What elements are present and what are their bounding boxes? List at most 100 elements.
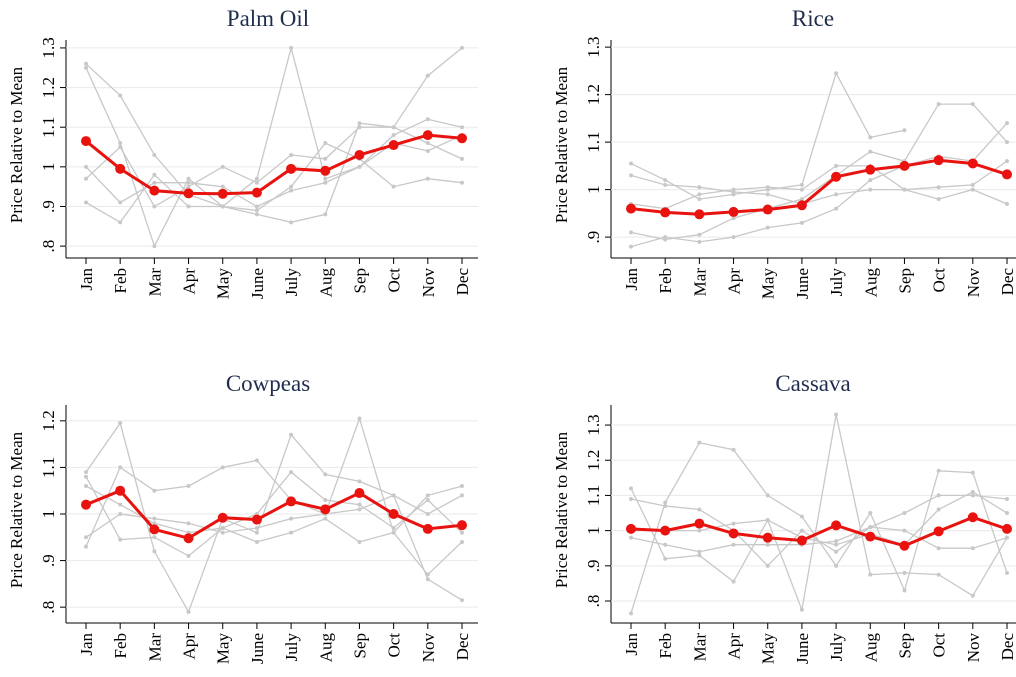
series-marker xyxy=(320,504,331,515)
series-marker xyxy=(799,182,804,187)
series-marker xyxy=(1005,570,1009,575)
series-line xyxy=(630,414,1008,613)
series-marker xyxy=(323,141,328,146)
series-marker xyxy=(84,176,88,181)
series-marker xyxy=(152,244,157,249)
series-marker xyxy=(660,207,671,218)
series-marker xyxy=(936,197,941,202)
series-marker xyxy=(460,598,464,603)
series-marker xyxy=(796,200,807,211)
series-marker xyxy=(868,149,873,154)
x-tick-label: Jan xyxy=(77,268,96,291)
series-marker xyxy=(289,188,294,193)
x-tick-label: Feb xyxy=(111,633,130,659)
series-marker xyxy=(289,432,294,437)
series-marker xyxy=(289,45,294,50)
series-marker xyxy=(731,521,736,526)
series-line xyxy=(630,526,1008,553)
series-marker xyxy=(731,447,736,452)
series-marker xyxy=(799,220,804,225)
series-marker xyxy=(799,197,804,202)
series-line xyxy=(630,165,1008,210)
x-tick-label: June xyxy=(793,268,812,299)
series-marker xyxy=(899,540,910,551)
series-marker xyxy=(899,160,910,171)
series-marker xyxy=(118,421,123,426)
series-marker xyxy=(834,412,839,417)
series-marker xyxy=(186,176,191,181)
series-marker xyxy=(796,535,807,546)
series-marker xyxy=(289,516,294,521)
series-marker xyxy=(1005,140,1009,145)
x-tick-label: Jan xyxy=(77,633,96,656)
series-marker xyxy=(425,176,430,181)
x-tick-label: June xyxy=(793,633,812,664)
x-tick-label: July xyxy=(827,633,846,662)
series-marker xyxy=(186,521,191,526)
series-marker xyxy=(868,135,873,140)
series-line xyxy=(85,47,463,223)
series-marker xyxy=(762,532,773,543)
series-marker xyxy=(629,161,633,166)
series-marker xyxy=(289,184,294,189)
y-axis-label: Price Relative to Mean xyxy=(7,66,26,223)
series-marker xyxy=(118,200,123,205)
series-marker xyxy=(936,507,941,512)
series-marker xyxy=(460,484,464,489)
y-axis-label: Price Relative to Mean xyxy=(552,431,571,588)
series-marker xyxy=(629,486,633,491)
series-marker xyxy=(286,163,297,174)
series-marker xyxy=(81,499,91,510)
series-marker xyxy=(799,528,804,533)
series-marker xyxy=(425,512,430,516)
series-marker xyxy=(694,518,705,529)
series-marker xyxy=(254,458,259,463)
y-tick-label: 1.3 xyxy=(584,36,603,57)
series-marker xyxy=(186,609,191,614)
series-marker xyxy=(868,525,873,530)
series-marker xyxy=(254,525,259,530)
x-tick-label: Apr xyxy=(725,268,744,295)
series-marker xyxy=(357,164,362,169)
series-marker xyxy=(186,484,191,489)
series-marker xyxy=(254,204,259,209)
x-tick-label: July xyxy=(282,268,301,297)
series-marker xyxy=(84,65,88,70)
series-marker xyxy=(970,182,975,187)
x-tick-label: July xyxy=(282,633,301,662)
y-tick-label: 1.1 xyxy=(39,457,58,478)
y-tick-label: 1.3 xyxy=(39,37,58,58)
series-marker xyxy=(626,523,636,534)
x-tick-label: Oct xyxy=(930,268,949,293)
series-line xyxy=(85,494,463,538)
series-marker xyxy=(152,516,157,521)
series-marker xyxy=(834,192,839,197)
series-marker xyxy=(118,141,123,146)
x-tick-label: Mar xyxy=(690,633,709,662)
series-marker xyxy=(1005,511,1009,516)
series-marker xyxy=(289,530,294,535)
series-marker xyxy=(970,470,975,475)
x-tick-label: Feb xyxy=(656,268,675,294)
series-line xyxy=(630,160,1008,205)
series-marker xyxy=(765,542,770,547)
series-marker xyxy=(186,553,191,558)
series-marker xyxy=(323,212,328,217)
y-tick-label: .8 xyxy=(39,601,58,614)
series-marker xyxy=(765,563,770,568)
series-marker xyxy=(629,244,633,249)
series-marker xyxy=(357,507,362,512)
series-marker xyxy=(697,232,702,237)
series-marker xyxy=(354,149,365,160)
series-marker xyxy=(391,133,396,138)
series-line xyxy=(631,491,1008,546)
series-marker xyxy=(834,549,839,554)
series-line xyxy=(85,133,463,196)
x-tick-label: Apr xyxy=(180,633,199,660)
series-marker xyxy=(460,156,464,161)
series-marker xyxy=(84,470,88,475)
series-marker xyxy=(663,182,668,187)
x-tick-label: May xyxy=(759,633,778,665)
series-line xyxy=(85,471,463,534)
x-tick-label: Sep xyxy=(895,268,914,294)
